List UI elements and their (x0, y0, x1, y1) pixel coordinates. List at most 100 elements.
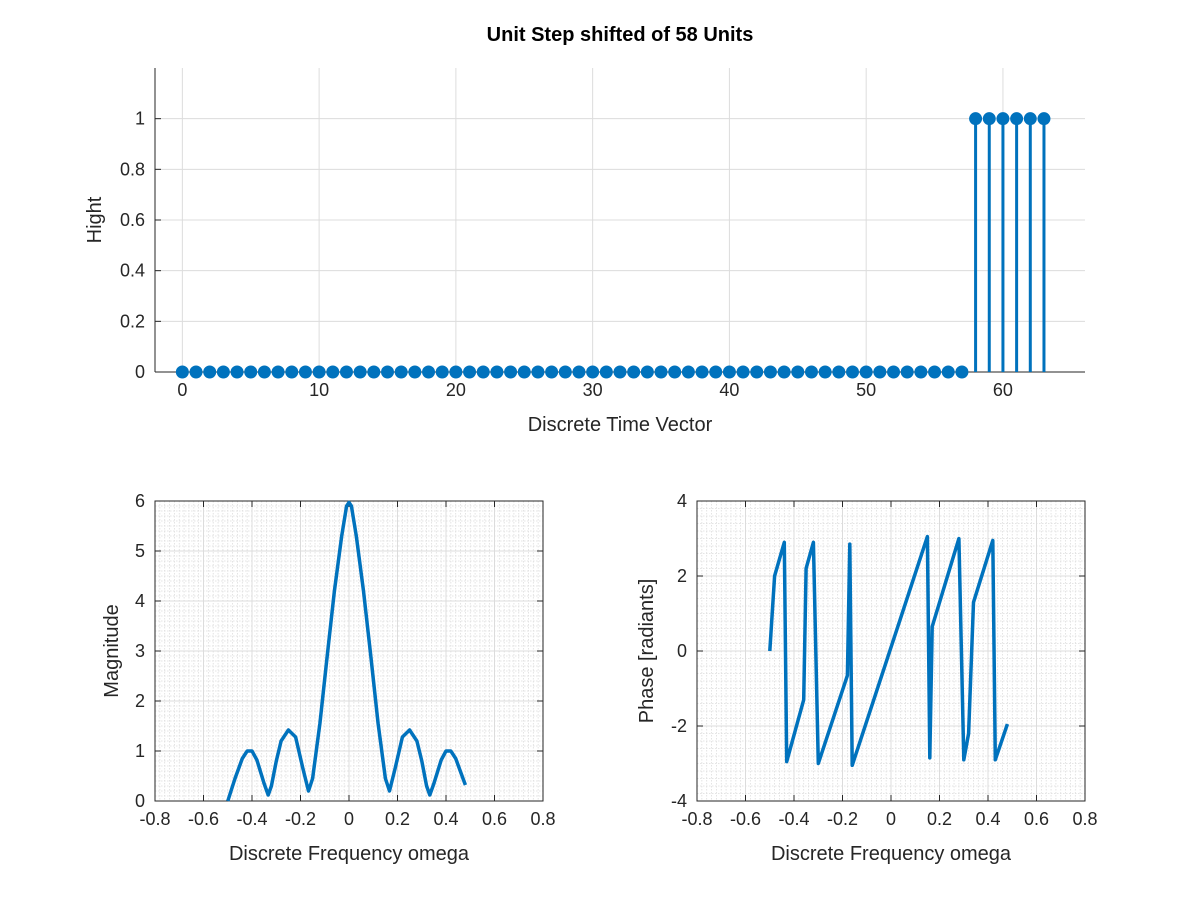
x-tick-label: 0.8 (1072, 809, 1097, 829)
y-tick-label: 5 (135, 541, 145, 561)
y-tick-label: 6 (135, 491, 145, 511)
stem-marker (736, 365, 750, 379)
stem-marker (818, 365, 832, 379)
x-tick-label: 0.6 (1024, 809, 1049, 829)
stem-series (175, 112, 1051, 379)
stem-marker (777, 365, 791, 379)
x-tick-label: -0.8 (681, 809, 712, 829)
x-tick-label: 30 (583, 380, 603, 400)
stem-marker (709, 365, 723, 379)
stem-marker (476, 365, 490, 379)
y-tick-label: 1 (135, 109, 145, 129)
x-tick-label: -0.2 (285, 809, 316, 829)
x-tick-label: -0.6 (188, 809, 219, 829)
stem-marker (381, 365, 394, 379)
y-tick-label: 0 (677, 641, 687, 661)
x-tick-label: -0.2 (827, 809, 858, 829)
stem-marker (586, 365, 600, 379)
stem-marker (900, 365, 914, 379)
y-tick-label: 0 (135, 791, 145, 811)
y-axis-label: Magnitude (101, 604, 123, 697)
x-tick-label: 0 (886, 809, 896, 829)
x-tick-label: 60 (993, 380, 1013, 400)
y-tick-label: 1 (135, 741, 145, 761)
grid (154, 500, 544, 802)
x-axis-label: Discrete Frequency omega (771, 843, 1012, 865)
y-tick-label: 0 (135, 362, 145, 382)
stem-marker (804, 365, 818, 379)
stem-marker (531, 365, 545, 379)
stem-marker (681, 365, 695, 379)
y-tick-label: -2 (671, 716, 687, 736)
stem-marker (175, 365, 189, 379)
y-axis-label: Hight (84, 196, 106, 243)
stem-marker (326, 365, 340, 379)
stem-marker (846, 365, 859, 379)
stem-marker (859, 365, 873, 379)
stem-marker (257, 365, 271, 379)
stem-marker (367, 365, 381, 379)
stem-marker (504, 365, 518, 379)
stem-marker (285, 365, 299, 379)
x-tick-label: -0.4 (236, 809, 267, 829)
stem-marker (216, 365, 230, 379)
stem-marker (1023, 112, 1037, 126)
phase-plot: -0.8 -0.6 -0.4 -0.2 0 0.2 0.4 0.6 0.8 -4 -2 0 2 4 Disc… (636, 491, 1098, 865)
stem-marker (982, 112, 996, 126)
x-tick-label: -0.4 (778, 809, 809, 829)
stem-marker (189, 365, 203, 379)
x-tick-label: 0 (177, 380, 187, 400)
stem-marker (490, 365, 504, 379)
stem-marker (887, 365, 901, 379)
stem-marker (203, 365, 217, 379)
y-tick-label: 0.8 (120, 159, 145, 179)
series-line (768, 534, 1010, 768)
stem-marker (422, 365, 436, 379)
stem-marker (271, 365, 285, 379)
stem-marker (1010, 112, 1024, 126)
y-tick-label: 2 (135, 691, 145, 711)
y-tick-label: 3 (135, 641, 145, 661)
x-tick-label: 0.8 (530, 809, 555, 829)
x-tick-label: 0.2 (385, 809, 410, 829)
stem-marker (449, 365, 463, 379)
stem-marker (572, 365, 586, 379)
stem-marker (750, 365, 764, 379)
stem-marker (873, 365, 887, 379)
stem-marker (695, 365, 709, 379)
stem-marker (914, 365, 928, 379)
y-tick-label: 0.4 (120, 261, 145, 281)
y-tick-label: 0.6 (120, 210, 145, 230)
stem-marker (599, 365, 613, 379)
stem-marker (435, 365, 449, 379)
y-tick-label: 0.2 (120, 311, 145, 331)
y-axis-label: Phase [radiants] (636, 579, 658, 724)
stem-marker (955, 365, 969, 379)
x-tick-label: 0.4 (975, 809, 1000, 829)
y-tick-label: 4 (135, 591, 145, 611)
x-tick-label: 0.6 (482, 809, 507, 829)
stem-marker (928, 365, 942, 379)
stem-marker (640, 365, 654, 379)
stem-marker (353, 365, 367, 379)
stem-marker (969, 112, 983, 126)
stem-marker (298, 365, 312, 379)
stem-marker (668, 365, 682, 379)
x-tick-label: 0.2 (927, 809, 952, 829)
x-tick-label: 0.4 (433, 809, 458, 829)
x-tick-label: 0 (344, 809, 354, 829)
stem-marker (408, 365, 422, 379)
stem-marker (722, 365, 736, 379)
stem-marker (763, 365, 777, 379)
stem-marker (941, 365, 955, 379)
x-tick-label: 50 (856, 380, 876, 400)
stem-marker (244, 365, 258, 379)
x-tick-label: -0.6 (730, 809, 761, 829)
y-tick-label: 2 (677, 566, 687, 586)
stem-marker (558, 365, 572, 379)
grid (155, 68, 1085, 373)
x-axis-label: Discrete Time Vector (528, 414, 713, 436)
stem-marker (312, 365, 326, 379)
series-line (226, 500, 468, 802)
